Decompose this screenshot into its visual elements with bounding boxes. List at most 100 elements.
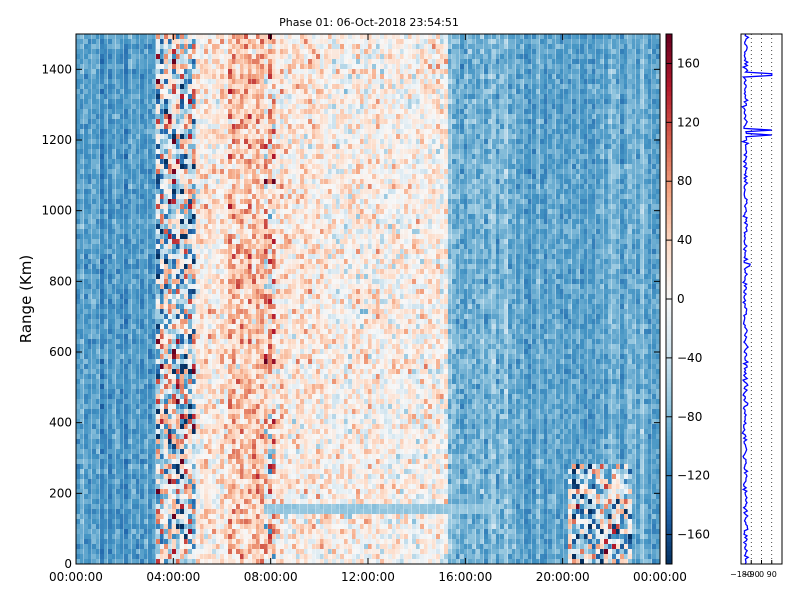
- heatmap-cell: [224, 549, 229, 555]
- heatmap-cell: [220, 94, 225, 100]
- heatmap-cell: [76, 359, 81, 365]
- heatmap-cell: [200, 134, 205, 140]
- heatmap-cell: [172, 454, 177, 460]
- heatmap-cell: [100, 214, 105, 220]
- heatmap-cell: [208, 379, 213, 385]
- heatmap-cell: [236, 359, 241, 365]
- heatmap-cell: [260, 169, 265, 175]
- heatmap-cell: [252, 214, 257, 220]
- heatmap-cell: [220, 449, 225, 455]
- heatmap-cell: [216, 384, 221, 390]
- heatmap-cell: [172, 184, 177, 190]
- heatmap-cell: [248, 234, 253, 240]
- heatmap-cell: [132, 339, 137, 345]
- heatmap-cell: [228, 79, 233, 85]
- heatmap-cell: [80, 144, 85, 150]
- heatmap-cell: [236, 69, 241, 75]
- heatmap-cell: [164, 259, 169, 265]
- heatmap-cell: [144, 39, 149, 45]
- heatmap-cell: [180, 409, 185, 415]
- heatmap-cell: [108, 429, 113, 435]
- heatmap-cell: [112, 294, 117, 300]
- heatmap-cell: [148, 239, 153, 245]
- heatmap-cell: [148, 379, 153, 385]
- heatmap-cell: [200, 234, 205, 240]
- heatmap-cell: [140, 414, 145, 420]
- heatmap-cell: [236, 229, 241, 235]
- heatmap-cell: [148, 434, 153, 440]
- heatmap-cell: [132, 214, 137, 220]
- heatmap-cell: [256, 189, 261, 195]
- heatmap-cell: [140, 544, 145, 550]
- heatmap-cell: [184, 74, 189, 80]
- heatmap-cell: [256, 399, 261, 405]
- heatmap-cell: [244, 314, 249, 320]
- heatmap-cell: [228, 499, 233, 505]
- heatmap-cell: [256, 359, 261, 365]
- heatmap-cell: [192, 349, 197, 355]
- heatmap-cell: [184, 324, 189, 330]
- heatmap-cell: [112, 524, 117, 530]
- heatmap-cell: [176, 294, 181, 300]
- heatmap-cell: [80, 219, 85, 225]
- heatmap-cell: [176, 34, 181, 40]
- heatmap-cell: [244, 34, 249, 40]
- heatmap-cell: [84, 549, 89, 555]
- heatmap-cell: [192, 214, 197, 220]
- heatmap-cell: [156, 424, 161, 430]
- heatmap-cell: [144, 554, 149, 560]
- heatmap-cell: [160, 504, 165, 510]
- heatmap-cell: [144, 474, 149, 480]
- heatmap-cell: [248, 499, 253, 505]
- heatmap-cell: [88, 454, 93, 460]
- heatmap-cell: [252, 254, 257, 260]
- heatmap-cell: [136, 264, 141, 270]
- heatmap-cell: [84, 534, 89, 540]
- heatmap-cell: [216, 424, 221, 430]
- heatmap-cell: [228, 339, 233, 345]
- heatmap-cell: [88, 119, 93, 125]
- heatmap-cell: [200, 549, 205, 555]
- heatmap-cell: [196, 74, 201, 80]
- heatmap-cell: [244, 269, 249, 275]
- heatmap-cell: [112, 459, 117, 465]
- heatmap-cell: [240, 549, 245, 555]
- heatmap-cell: [132, 149, 137, 155]
- heatmap-cell: [96, 514, 101, 520]
- heatmap-cell: [112, 34, 117, 40]
- heatmap-cell: [168, 474, 173, 480]
- heatmap-cell: [92, 474, 97, 480]
- heatmap-cell: [208, 549, 213, 555]
- heatmap-cell: [112, 544, 117, 550]
- heatmap-cell: [104, 494, 109, 500]
- heatmap-cell: [196, 184, 201, 190]
- heatmap-cell: [132, 554, 137, 560]
- heatmap-cell: [160, 234, 165, 240]
- heatmap-cell: [248, 439, 253, 445]
- heatmap-cell: [128, 514, 133, 520]
- heatmap-cell: [124, 494, 129, 500]
- heatmap-cell: [248, 79, 253, 85]
- heatmap-cell: [168, 54, 173, 60]
- heatmap-cell: [244, 214, 249, 220]
- heatmap-cell: [240, 234, 245, 240]
- heatmap-cell: [76, 174, 81, 180]
- heatmap-cell: [184, 319, 189, 325]
- heatmap-cell: [248, 249, 253, 255]
- heatmap-cell: [100, 264, 105, 270]
- heatmap-cell: [128, 294, 133, 300]
- heatmap-cell: [256, 554, 261, 560]
- heatmap-cell: [260, 314, 265, 320]
- heatmap-cell: [240, 114, 245, 120]
- heatmap-cell: [172, 429, 177, 435]
- heatmap-cell: [136, 174, 141, 180]
- heatmap-cell: [96, 154, 101, 160]
- heatmap-cell: [244, 184, 249, 190]
- heatmap-cell: [144, 34, 149, 40]
- heatmap-cell: [256, 544, 261, 550]
- heatmap-cell: [112, 479, 117, 485]
- heatmap-cell: [88, 149, 93, 155]
- heatmap-cell: [244, 209, 249, 215]
- heatmap-cell: [180, 314, 185, 320]
- heatmap-cell: [148, 329, 153, 335]
